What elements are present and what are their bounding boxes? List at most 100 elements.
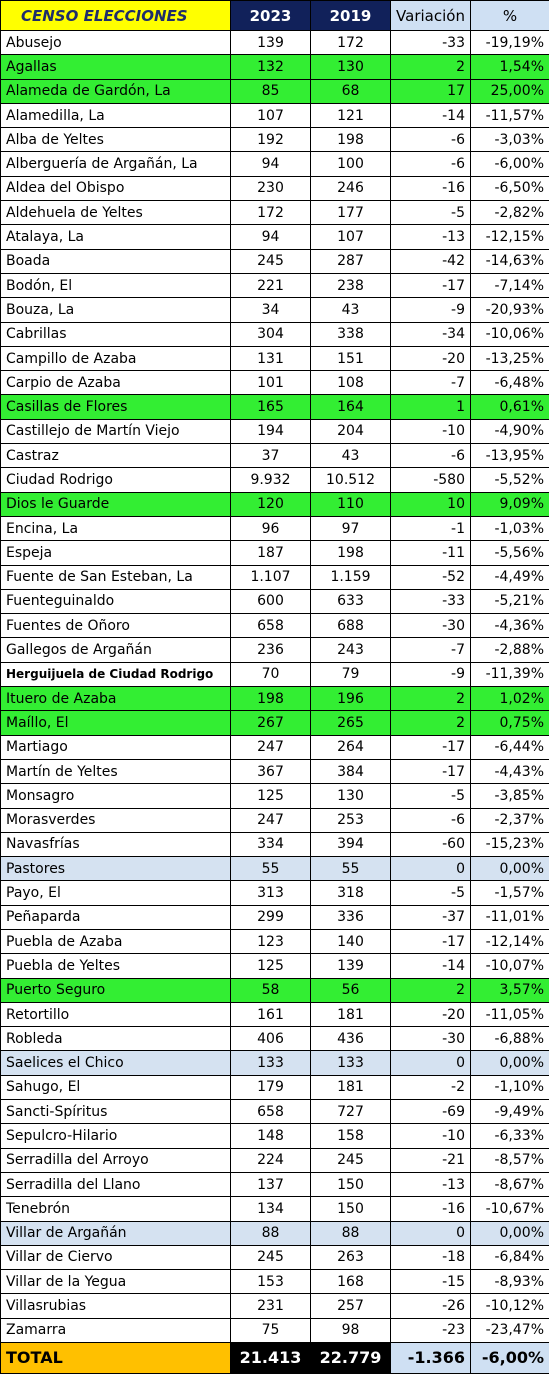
municipality-name: Tenebrón	[1, 1197, 231, 1221]
census-2019: 88	[311, 1221, 391, 1245]
header-row: CENSO ELECCIONES 2023 2019 Variación %	[1, 1, 549, 31]
variation-percent: -6,33%	[471, 1124, 549, 1148]
variation-percent: -6,84%	[471, 1245, 549, 1269]
census-2023: 137	[231, 1172, 311, 1196]
municipality-name: Martiago	[1, 735, 231, 759]
municipality-name: Ciudad Rodrigo	[1, 468, 231, 492]
variation-percent: -20,93%	[471, 298, 549, 322]
variation-percent: -1,03%	[471, 516, 549, 540]
variation: -60	[391, 832, 471, 856]
census-2023: 85	[231, 79, 311, 103]
variation: -14	[391, 954, 471, 978]
variation: -17	[391, 759, 471, 783]
census-2019: 97	[311, 516, 391, 540]
variation-percent: 0,61%	[471, 395, 549, 419]
municipality-name: Peñaparda	[1, 905, 231, 929]
variation-percent: 0,75%	[471, 711, 549, 735]
municipality-name: Zamarra	[1, 1318, 231, 1342]
census-2019: 121	[311, 103, 391, 127]
census-2023: 198	[231, 687, 311, 711]
municipality-name: Maíllo, El	[1, 711, 231, 735]
census-2023: 75	[231, 1318, 311, 1342]
census-2019: 79	[311, 662, 391, 686]
census-2023: 9.932	[231, 468, 311, 492]
municipality-name: Campillo de Azaba	[1, 346, 231, 370]
variation: -16	[391, 1197, 471, 1221]
census-2019: 263	[311, 1245, 391, 1269]
census-2023: 267	[231, 711, 311, 735]
census-2023: 131	[231, 346, 311, 370]
municipality-name: Boada	[1, 249, 231, 273]
header-2023: 2023	[231, 1, 311, 31]
census-2019: 43	[311, 444, 391, 468]
variation: -1	[391, 516, 471, 540]
municipality-name: Retortillo	[1, 1002, 231, 1026]
variation: -20	[391, 346, 471, 370]
variation-percent: 25,00%	[471, 79, 549, 103]
variation: -13	[391, 225, 471, 249]
variation-percent: -8,67%	[471, 1172, 549, 1196]
variation: 2	[391, 687, 471, 711]
header-2019: 2019	[311, 1, 391, 31]
census-2023: 172	[231, 201, 311, 225]
municipality-name: Gallegos de Argañán	[1, 638, 231, 662]
census-2019: 43	[311, 298, 391, 322]
variation-percent: 0,00%	[471, 857, 549, 881]
variation-percent: -6,44%	[471, 735, 549, 759]
municipality-name: Cabrillas	[1, 322, 231, 346]
census-2019: 55	[311, 857, 391, 881]
census-2019: 257	[311, 1294, 391, 1318]
census-2023: 334	[231, 832, 311, 856]
census-2023: 194	[231, 419, 311, 443]
census-2019: 177	[311, 201, 391, 225]
variation-percent: -1,10%	[471, 1075, 549, 1099]
census-2019: 10.512	[311, 468, 391, 492]
census-2023: 236	[231, 638, 311, 662]
census-2019: 245	[311, 1148, 391, 1172]
variation: 2	[391, 55, 471, 79]
table-title: CENSO ELECCIONES	[1, 1, 231, 31]
municipality-name: Saelices el Chico	[1, 1051, 231, 1075]
census-2019: 181	[311, 1075, 391, 1099]
variation-percent: -6,00%	[471, 152, 549, 176]
variation: -26	[391, 1294, 471, 1318]
municipality-name: Morasverdes	[1, 808, 231, 832]
variation: -21	[391, 1148, 471, 1172]
municipality-name: Aldea del Obispo	[1, 176, 231, 200]
census-2023: 230	[231, 176, 311, 200]
census-2023: 55	[231, 857, 311, 881]
census-2023: 107	[231, 103, 311, 127]
variation: -11	[391, 541, 471, 565]
census-2023: 299	[231, 905, 311, 929]
census-2019: 130	[311, 784, 391, 808]
variation-percent: -2,82%	[471, 201, 549, 225]
variation-percent: 1,54%	[471, 55, 549, 79]
census-2023: 247	[231, 808, 311, 832]
census-2019: 151	[311, 346, 391, 370]
census-2023: 37	[231, 444, 311, 468]
municipality-name: Fuente de San Esteban, La	[1, 565, 231, 589]
variation-percent: -6,50%	[471, 176, 549, 200]
census-2019: 110	[311, 492, 391, 516]
municipality-name: Aldehuela de Yeltes	[1, 201, 231, 225]
variation-percent: -5,21%	[471, 589, 549, 613]
variation-percent: -9,49%	[471, 1100, 549, 1124]
variation: -2	[391, 1075, 471, 1099]
variation-percent: -5,52%	[471, 468, 549, 492]
census-2019: 150	[311, 1197, 391, 1221]
variation-percent: -19,19%	[471, 31, 549, 55]
municipality-name: Villasrubias	[1, 1294, 231, 1318]
census-2023: 247	[231, 735, 311, 759]
